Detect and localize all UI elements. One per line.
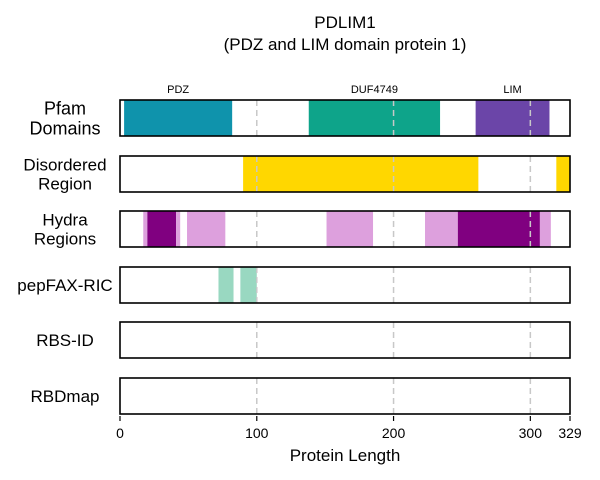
track-segment: [143, 211, 148, 247]
x-tick-label: 0: [116, 425, 124, 441]
track-segment: [124, 100, 233, 136]
track-background: [120, 322, 570, 358]
x-axis: 0 100 200 300 329: [116, 416, 582, 441]
track-label: Disordered Region: [23, 155, 106, 193]
track-border: [119, 155, 571, 193]
track-border: [119, 321, 571, 359]
chart-subtitle: (PDZ and LIM domain protein 1): [224, 35, 467, 54]
domain-label: LIM: [503, 84, 521, 96]
chart-title: PDLIM1: [314, 13, 375, 32]
track-border: [119, 210, 571, 248]
x-axis-title: Protein Length: [290, 446, 401, 465]
track-border: [119, 266, 571, 304]
domain-label: DUF4749: [351, 84, 398, 96]
track-background: [120, 378, 570, 414]
track-border: [119, 99, 571, 137]
x-tick-label: 200: [382, 425, 406, 441]
track-5: RBDmap: [31, 377, 571, 415]
track-segment: [475, 100, 550, 136]
track-label: Pfam Domains: [29, 98, 100, 138]
track-3: pepFAX-RIC: [17, 266, 571, 304]
track-4: RBS-ID: [36, 321, 571, 359]
track-label: pepFAX-RIC: [17, 276, 112, 295]
track-background: [120, 267, 570, 303]
track-border: [119, 377, 571, 415]
track-segment: [187, 211, 226, 247]
track-segment: [556, 156, 570, 192]
track-label: Hydra Regions: [34, 210, 96, 248]
track-label: RBDmap: [31, 387, 100, 406]
track-segment: [326, 211, 374, 247]
track-segment: [218, 267, 234, 303]
track-segment: [457, 211, 540, 247]
track-segment: [243, 156, 479, 192]
track-segment: [425, 211, 458, 247]
track-segment: [240, 267, 257, 303]
track-0: PDZ DUF4749 LIM Pfam Domains: [29, 84, 571, 138]
x-tick-label: 100: [245, 425, 269, 441]
track-label: RBS-ID: [36, 331, 94, 350]
track-segment: [308, 100, 441, 136]
domain-label: PDZ: [167, 84, 189, 96]
track-segment: [176, 211, 181, 247]
track-segment: [147, 211, 177, 247]
track-1: Disordered Region: [23, 155, 571, 193]
track-segment: [539, 211, 551, 247]
track-2: Hydra Regions: [34, 210, 571, 248]
x-tick-label: 300: [519, 425, 543, 441]
tracks-layer: PDZ DUF4749 LIM Pfam Domains Disordered Region…: [17, 84, 571, 415]
x-tick-label: 329: [558, 425, 582, 441]
